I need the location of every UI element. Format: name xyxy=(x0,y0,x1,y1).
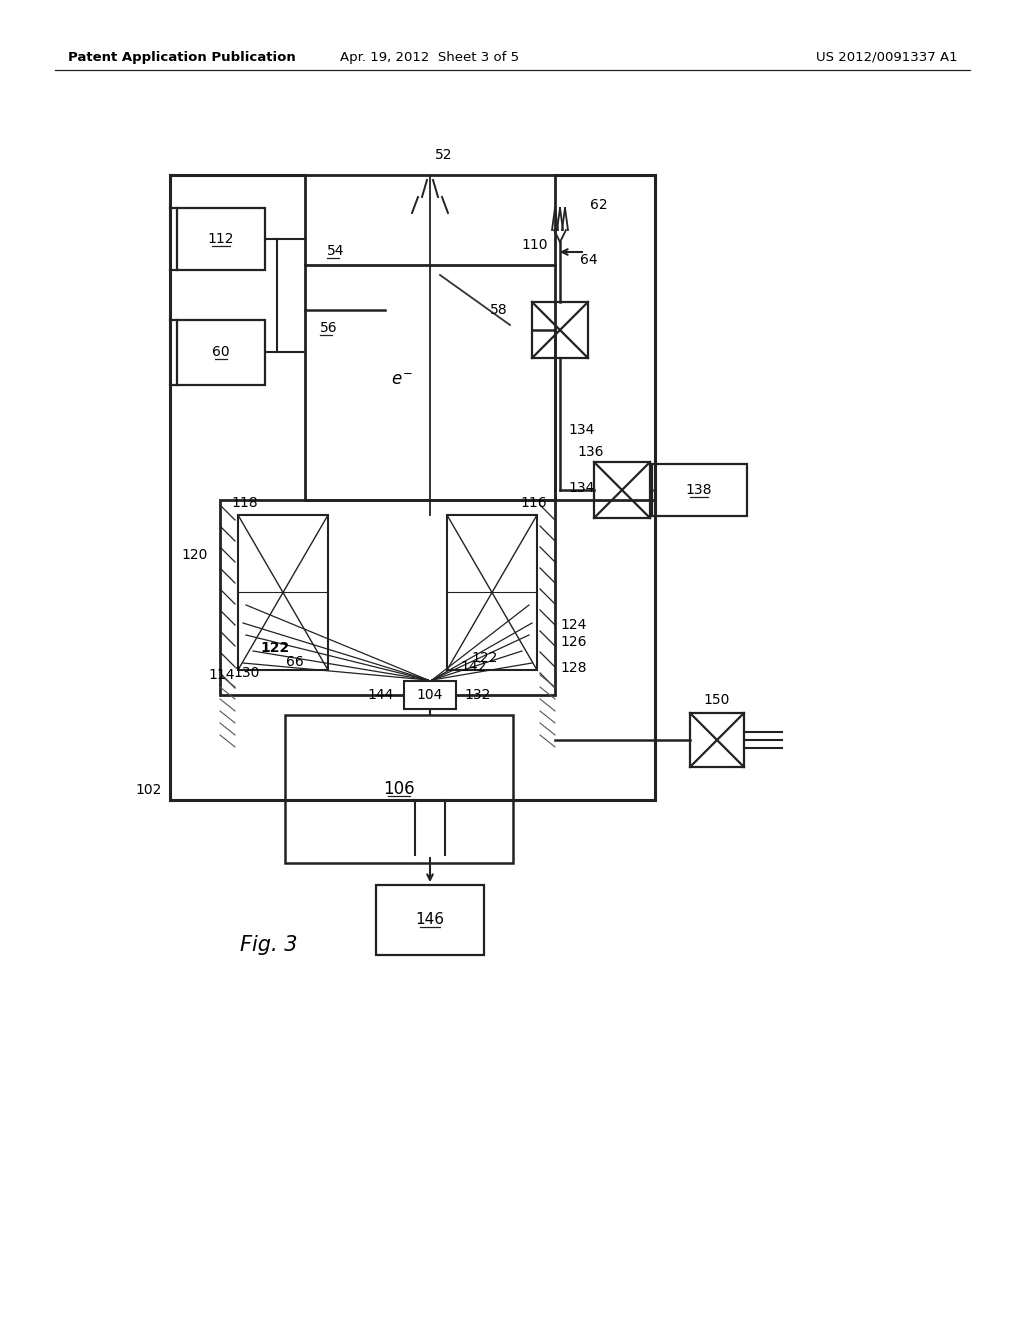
Text: 118: 118 xyxy=(231,496,258,510)
Text: Fig. 3: Fig. 3 xyxy=(240,935,298,954)
Text: 120: 120 xyxy=(181,548,208,562)
Bar xyxy=(177,209,265,271)
Text: Patent Application Publication: Patent Application Publication xyxy=(68,50,296,63)
Bar xyxy=(652,465,746,516)
Text: 114: 114 xyxy=(209,668,234,682)
Text: 138: 138 xyxy=(686,483,713,498)
Text: 102: 102 xyxy=(135,783,162,797)
Bar xyxy=(285,715,513,863)
Bar xyxy=(238,515,328,671)
Text: 142: 142 xyxy=(460,660,486,675)
Text: 112: 112 xyxy=(208,232,234,246)
Text: 146: 146 xyxy=(416,912,444,928)
Text: 62: 62 xyxy=(590,198,607,213)
Text: 54: 54 xyxy=(327,244,344,257)
Bar xyxy=(532,302,588,358)
Bar xyxy=(404,681,456,709)
Bar xyxy=(690,713,744,767)
Bar xyxy=(376,884,484,954)
Text: 136: 136 xyxy=(577,445,603,459)
Text: 130: 130 xyxy=(233,667,260,680)
Text: 128: 128 xyxy=(560,661,587,675)
Text: 122: 122 xyxy=(260,642,290,655)
Text: 144: 144 xyxy=(368,688,394,702)
Text: Apr. 19, 2012  Sheet 3 of 5: Apr. 19, 2012 Sheet 3 of 5 xyxy=(340,50,519,63)
Text: 60: 60 xyxy=(212,345,229,359)
Bar xyxy=(447,515,537,671)
Text: 104: 104 xyxy=(417,688,443,702)
Text: 122: 122 xyxy=(472,651,499,665)
Text: 132: 132 xyxy=(464,688,490,702)
Text: 106: 106 xyxy=(383,780,415,799)
Text: US 2012/0091337 A1: US 2012/0091337 A1 xyxy=(816,50,958,63)
Text: 64: 64 xyxy=(580,253,598,267)
Bar xyxy=(177,319,265,385)
Text: 52: 52 xyxy=(435,148,453,162)
Text: 58: 58 xyxy=(490,304,508,317)
Text: 124: 124 xyxy=(560,618,587,632)
Text: 134: 134 xyxy=(568,480,594,495)
Text: 110: 110 xyxy=(521,238,548,252)
Text: 116: 116 xyxy=(520,496,547,510)
Bar xyxy=(594,462,650,517)
Text: 150: 150 xyxy=(703,693,730,708)
Text: $e^{-}$: $e^{-}$ xyxy=(391,371,413,389)
Text: 56: 56 xyxy=(319,321,338,335)
Bar xyxy=(220,500,555,696)
Text: 134: 134 xyxy=(568,422,594,437)
Text: 66: 66 xyxy=(286,655,304,669)
Text: 126: 126 xyxy=(560,635,587,649)
